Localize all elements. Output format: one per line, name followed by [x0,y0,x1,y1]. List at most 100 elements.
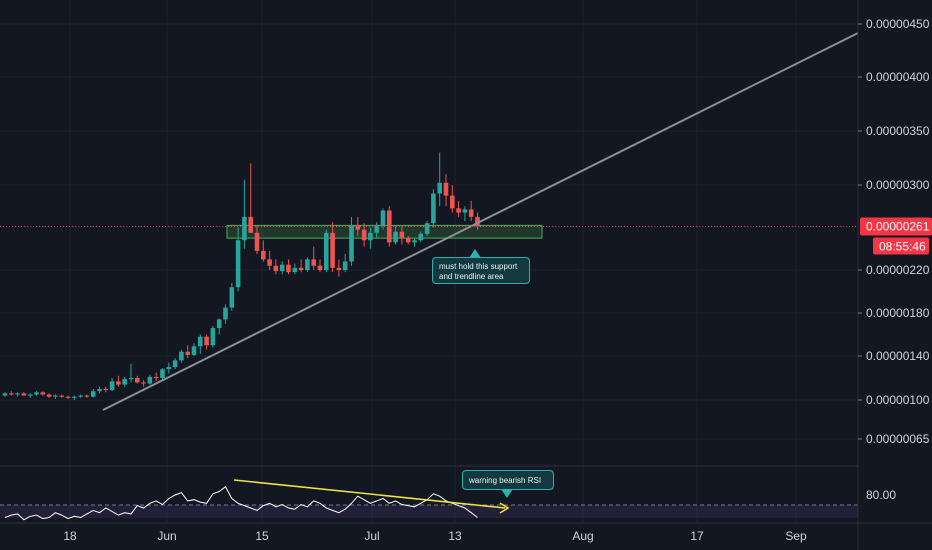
time-tick-label: Jun [157,529,176,543]
time-tick-label: Sep [785,529,807,543]
price-tick-label: 0.00000140 [866,349,930,363]
candle-up [147,376,153,384]
candle-up [109,381,115,391]
countdown-tag [873,237,929,255]
candle-down [254,232,260,251]
support-note[interactable]: must hold this support and trendline are… [432,249,530,284]
support-note-text: must hold this support and trendline are… [439,262,518,281]
candle-up [172,360,178,367]
candle-up [437,182,442,194]
candle-down [355,225,361,230]
candle-down [40,392,46,395]
time-tick-label: Aug [572,529,593,543]
candle-up [279,264,285,272]
candle-up [53,395,58,397]
candle-up [418,233,424,241]
candle-down [46,394,52,397]
candle-up [34,392,39,395]
grid [0,0,858,522]
trendline [102,32,859,411]
candle-up [15,393,20,395]
candle-down [65,396,71,398]
candle-down [273,265,279,272]
price-tick-label: 0.00000450 [866,17,930,31]
candle-up [349,225,354,262]
candles [2,152,480,400]
candle-down [475,216,480,227]
candle-down [336,267,342,270]
countdown-label: 08:55:46 [879,239,926,253]
candle-down [21,393,27,396]
candle-down [116,381,121,385]
price-tags: 0.00000261 08:55:46 [0,217,932,255]
trendline-line [102,32,859,411]
candle-down [456,208,461,213]
candle-down [261,250,266,260]
support-zone-rect [226,224,543,239]
candle-down [135,378,140,383]
candle-down [361,229,367,241]
price-tick-label: 0.00000100 [866,393,930,407]
candle-down [141,382,146,384]
candle-up [27,394,33,396]
candle-up [462,209,468,213]
candle-up [412,240,417,243]
candle-down [405,238,411,243]
candle-down [59,395,64,397]
candle-down [450,195,455,209]
current-price-tag [860,217,932,236]
candle-down [248,216,253,233]
candle-down [204,336,209,346]
price-tick-label: 0.00000400 [866,70,930,84]
time-tick-label: 18 [63,529,77,543]
rsi-band [0,505,858,518]
candle-up [2,393,8,396]
candle-up [380,210,386,226]
rsi-warning-note[interactable]: warning bearish RSI [462,470,554,498]
time-tick-label: 13 [448,529,462,543]
candle-down [311,259,316,266]
price-tick-label: 0.00000180 [866,306,930,320]
candle-up [424,223,430,234]
candle-up [431,193,436,224]
candle-down [267,259,272,266]
candle-up [393,231,398,243]
candle-up [78,395,83,397]
candle-down [443,182,449,196]
price-tick-label: 0.00000350 [866,124,930,138]
candle-up [90,391,96,397]
candle-down [185,351,190,355]
candle-up [223,307,228,320]
candle-up [374,225,379,233]
candle-up [342,261,348,270]
current-price-label: 0.00000261 [866,219,930,233]
candle-up [210,328,216,346]
candle-up [122,379,127,385]
rsi-divergence-line [233,479,506,509]
candle-up [235,240,241,288]
candle-up [160,369,165,378]
candle-up [128,378,134,380]
candle-up [198,336,203,347]
candle-up [368,232,373,241]
candle-down [286,264,291,273]
candle-up [166,367,172,370]
candle-up [191,346,197,355]
candle-down [298,267,304,270]
candle-down [468,209,474,217]
candle-down [330,232,335,268]
candle-up [216,319,222,329]
price-tick-label: 0.00000220 [866,263,930,277]
candle-down [387,210,392,243]
time-tick-label: 15 [255,529,269,543]
price-axis-bg [858,0,932,550]
candle-up [324,232,329,270]
candle-down [103,389,109,391]
rsi-divergence-arrow [499,502,510,514]
rsi-pane [0,479,858,521]
candle-down [153,376,159,378]
candle-up [72,396,77,398]
candle-down [9,393,14,395]
